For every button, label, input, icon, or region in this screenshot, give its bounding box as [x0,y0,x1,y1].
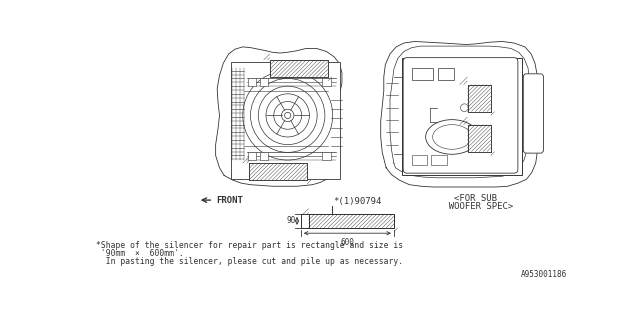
Bar [260,78,268,86]
Bar [431,156,447,165]
Text: *(1)90794: *(1)90794 [333,197,382,206]
Bar [308,214,394,228]
FancyBboxPatch shape [403,58,518,173]
Text: 600: 600 [340,238,355,247]
Text: *Shape of the silencer for repair part is rectangle and size is: *Shape of the silencer for repair part i… [95,241,403,250]
Bar [467,124,491,152]
Bar [270,60,328,77]
Bar [249,163,307,180]
Bar [412,68,433,80]
Text: 90: 90 [287,216,296,225]
Bar [301,214,308,228]
Bar [270,60,328,77]
Polygon shape [216,47,342,186]
Text: '90mm  ×  600mm'.: '90mm × 600mm'. [95,249,183,258]
Bar [308,214,394,228]
Bar [322,152,331,160]
Ellipse shape [426,120,478,154]
Text: FRONT: FRONT [216,196,243,204]
Polygon shape [381,42,539,187]
Bar [438,68,454,80]
Bar [412,156,428,165]
Bar [260,152,268,160]
Bar [467,84,491,112]
Text: A953001186: A953001186 [520,270,566,279]
Bar [249,163,307,180]
Bar [248,152,256,160]
Text: WOOFER SPEC>: WOOFER SPEC> [438,202,513,211]
Bar [231,61,340,179]
Bar [301,214,394,228]
Bar [322,78,331,86]
Ellipse shape [433,124,472,149]
Polygon shape [390,46,531,178]
Bar [467,124,491,152]
Bar [467,84,491,112]
Text: <FOR SUB: <FOR SUB [454,194,497,203]
FancyBboxPatch shape [524,74,543,153]
Bar [248,78,256,86]
Text: In pasting the silencer, please cut and pile up as necessary.: In pasting the silencer, please cut and … [95,257,403,266]
Bar [402,58,522,175]
